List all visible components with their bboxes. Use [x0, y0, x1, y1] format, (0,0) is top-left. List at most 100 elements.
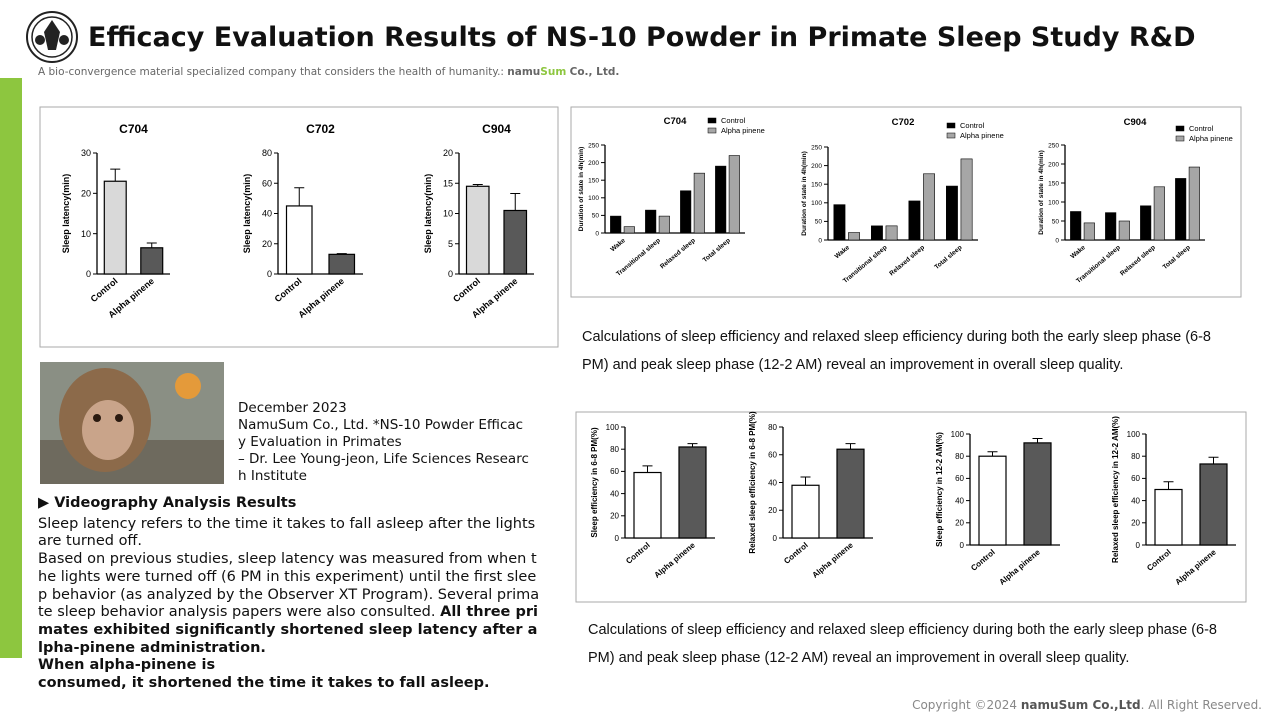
brand: Sum — [540, 66, 567, 78]
bar — [960, 158, 973, 241]
legend-label: Alpha pinene — [721, 126, 765, 135]
text: Based on previous studies, sleep latency… — [38, 551, 540, 621]
bar — [728, 155, 740, 234]
legend-swatch — [1175, 125, 1185, 132]
y-tick-label: 200 — [1048, 161, 1059, 168]
y-tick-label: 10 — [443, 209, 453, 219]
error-bar — [1163, 481, 1174, 490]
x-tick-label: Relaxed sleep — [1119, 244, 1157, 277]
chart-title: C702 — [892, 117, 915, 128]
bar — [1188, 166, 1200, 241]
bar — [1118, 220, 1130, 241]
y-tick-label: 100 — [606, 423, 620, 432]
y-tick-label: 20 — [262, 239, 272, 249]
y-tick-label: 60 — [768, 451, 777, 460]
y-tick-label: 0 — [773, 534, 778, 543]
y-axis-label: Sleep efficiency in 12-2 AM(%) — [935, 432, 944, 547]
y-tick-label: 40 — [610, 489, 619, 498]
error-bar — [642, 465, 653, 473]
chart-title: C904 — [482, 122, 511, 136]
y-tick-label: 150 — [588, 177, 599, 184]
bar — [465, 185, 490, 275]
x-tick-label: Wake — [834, 244, 852, 260]
error-bar — [510, 193, 521, 211]
y-tick-label: 50 — [1052, 218, 1060, 225]
x-tick-label: Wake — [609, 237, 627, 253]
y-tick-label: 60 — [610, 467, 619, 476]
bar — [833, 204, 846, 241]
monkey-photo — [40, 362, 224, 484]
bar — [1070, 211, 1082, 241]
x-tick-label: Wake — [1069, 244, 1087, 260]
bar — [285, 205, 313, 275]
y-axis-label: Sleep efficiency in 6-8 PM(%) — [590, 427, 599, 538]
y-tick-label: 40 — [955, 496, 964, 505]
legend-swatch — [946, 122, 956, 129]
bar — [610, 215, 622, 234]
error-bar — [1208, 456, 1219, 464]
bar — [103, 180, 127, 275]
bar — [1154, 488, 1183, 546]
error-bar — [110, 168, 121, 182]
legend-swatch — [707, 127, 717, 134]
bar — [678, 446, 707, 539]
caption-line: NamuSum Co., Ltd. *NS-10 Powder Efficacy… — [238, 417, 524, 450]
y-axis-label: Duration of state in 4h(min) — [1038, 150, 1045, 235]
error-bar — [987, 451, 998, 457]
bar — [623, 226, 635, 234]
x-tick-label: Alpha pinene — [653, 540, 698, 580]
bar — [836, 448, 865, 539]
accent-bar — [0, 78, 22, 658]
footer-brand: namuSum Co.,Ltd — [1020, 698, 1141, 712]
paragraph: Sleep latency refers to the time it take… — [38, 515, 536, 550]
y-tick-label: 0 — [267, 269, 272, 279]
x-tick-label: Total sleep — [702, 237, 732, 264]
chart-title: C704 — [119, 122, 148, 136]
y-tick-label: 200 — [811, 163, 822, 170]
y-tick-label: 0 — [1055, 237, 1059, 244]
brand: namu — [507, 66, 541, 78]
y-tick-label: 0 — [448, 269, 453, 279]
bar — [1153, 186, 1165, 241]
legend-label: Alpha pinene — [1189, 134, 1233, 143]
legend-label: Control — [960, 121, 985, 130]
bar — [848, 232, 860, 241]
note: Calculations of sleep efficiency and rel… — [582, 329, 1211, 373]
y-tick-label: 20 — [610, 512, 619, 521]
y-tick-label: 80 — [610, 445, 619, 454]
chart: C702 Sleep latency(min) 0 20 40 60 80 ControlAl… — [242, 122, 363, 320]
x-tick-label: Relaxed sleep — [659, 237, 697, 270]
x-tick-label: Alpha pinene — [998, 547, 1043, 587]
error-bar — [1032, 437, 1043, 443]
chart-title: C702 — [306, 122, 335, 136]
y-tick-label: 80 — [955, 452, 964, 461]
y-tick-label: 150 — [811, 181, 822, 188]
bar — [633, 471, 662, 539]
x-tick-label: Total sleep — [933, 244, 963, 271]
y-axis-label: Relaxed sleep efficiency in 12-2 AM(%) — [1111, 416, 1120, 563]
subtitle-text: A bio-convergence material specialized c… — [38, 66, 504, 78]
y-tick-label: 100 — [588, 195, 599, 202]
chart: Sleep efficiency in 6-8 PM(%) 0 20 40 60 80 10… — [590, 423, 715, 580]
x-tick-label: Total sleep — [1162, 244, 1192, 271]
bar — [680, 190, 692, 234]
chart-title: C904 — [1124, 117, 1147, 128]
y-axis-label: Sleep latency(min) — [61, 174, 71, 254]
y-tick-label: 50 — [815, 219, 823, 226]
x-tick-label: Control — [969, 548, 997, 573]
bar — [885, 225, 898, 241]
y-tick-label: 60 — [262, 178, 272, 188]
y-tick-label: 0 — [595, 230, 599, 237]
bar — [693, 172, 705, 234]
bar — [923, 173, 935, 241]
y-tick-label: 250 — [1048, 142, 1059, 149]
bar — [1199, 463, 1228, 546]
y-tick-label: 0 — [818, 237, 822, 244]
error-bar — [472, 183, 483, 187]
y-tick-label: 250 — [811, 144, 822, 151]
chart: C704 Duration of state in 4h(min) 0 50 100 15… — [578, 116, 765, 278]
error-bar — [800, 476, 811, 486]
x-tick-label: Alpha pinene — [1174, 547, 1219, 587]
